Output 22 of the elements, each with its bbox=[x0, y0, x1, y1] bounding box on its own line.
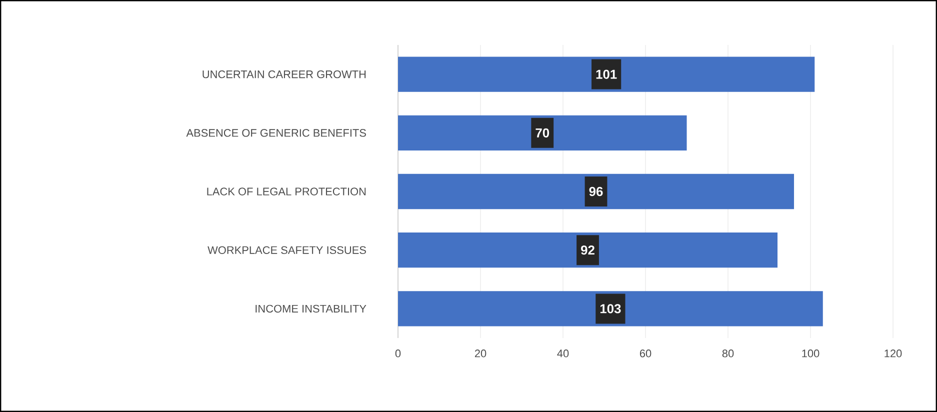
data-label: 92 bbox=[581, 246, 594, 255]
bar bbox=[398, 174, 794, 210]
bar bbox=[398, 56, 815, 92]
y-tick-label: ABSENCE OF GENERIC BENEFITS bbox=[186, 129, 366, 137]
x-tick-label: 60 bbox=[640, 350, 652, 358]
data-label: 103 bbox=[600, 304, 621, 314]
y-tick-label: LACK OF LEGAL PROTECTION bbox=[207, 188, 366, 196]
data-label: 96 bbox=[589, 186, 603, 196]
y-tick-label: WORKPLACE SAFETY ISSUES bbox=[208, 246, 366, 254]
x-tick-label: 40 bbox=[557, 350, 569, 358]
x-tick-label: 120 bbox=[884, 350, 902, 358]
x-tick-label: 80 bbox=[722, 350, 734, 358]
x-tick-label: 20 bbox=[474, 350, 486, 358]
bar bbox=[398, 291, 823, 326]
data-label: 70 bbox=[536, 128, 550, 138]
bar bbox=[398, 115, 687, 150]
data-label: 101 bbox=[596, 70, 617, 79]
x-tick-label: 100 bbox=[802, 350, 820, 358]
y-tick-label: INCOME INSTABILITY bbox=[256, 304, 366, 313]
x-tick-label: 0 bbox=[395, 350, 401, 358]
y-tick-label: UNCERTAIN CAREER GROWTH bbox=[202, 70, 366, 78]
bar bbox=[398, 232, 778, 268]
